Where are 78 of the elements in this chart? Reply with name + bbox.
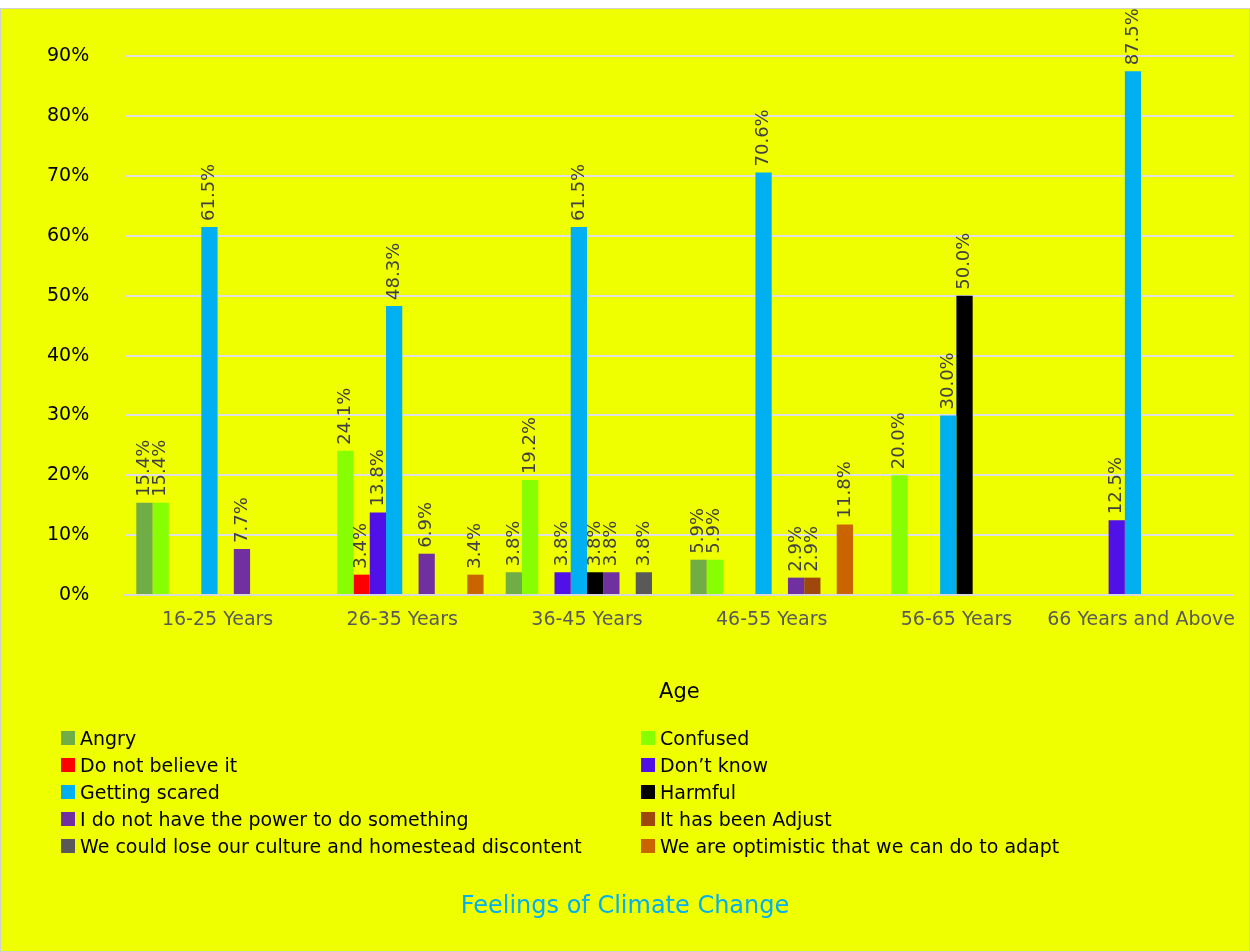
data-label: 61.5% xyxy=(197,163,219,221)
bar xyxy=(940,415,957,594)
data-label: 11.8% xyxy=(832,461,854,519)
data-label: 13.8% xyxy=(365,449,387,507)
bar xyxy=(467,574,484,594)
bar xyxy=(353,574,370,594)
data-label: 70.6% xyxy=(751,109,773,167)
x-tick-label: 46-55 Years xyxy=(716,607,828,630)
y-tick-label: 90% xyxy=(47,43,90,66)
y-tick-label: 70% xyxy=(47,163,90,186)
bar xyxy=(787,577,805,594)
bar xyxy=(369,512,387,594)
y-tick-label: 60% xyxy=(47,222,90,245)
legend-label: I do not have the power to do something xyxy=(80,808,469,830)
bar xyxy=(201,226,218,594)
legend-label: Harmful xyxy=(660,781,736,803)
bar xyxy=(586,572,604,594)
data-label: 3.4% xyxy=(349,522,371,569)
x-tick-label: 66 Years and Above xyxy=(1047,607,1236,630)
y-tick-label: 40% xyxy=(47,342,90,365)
data-label: 5.9% xyxy=(702,507,724,554)
bar xyxy=(554,572,571,594)
bar xyxy=(956,295,973,594)
bar xyxy=(136,502,153,594)
data-label: 87.5% xyxy=(1120,8,1142,66)
legend-label: We could lose our culture and homestead discontent xyxy=(80,835,582,857)
bar xyxy=(505,572,522,594)
legend-label: We are optimistic that we can do to adapt xyxy=(660,835,1060,857)
bar xyxy=(635,572,653,594)
x-tick-label: 26-35 Years xyxy=(346,607,458,630)
bar xyxy=(386,305,403,594)
bar xyxy=(570,226,587,594)
bar xyxy=(804,577,821,594)
bar xyxy=(521,480,539,594)
data-label: 7.7% xyxy=(229,497,251,543)
data-label: 15.4% xyxy=(148,439,170,497)
bar xyxy=(337,450,354,594)
bar xyxy=(755,172,772,594)
bar xyxy=(152,502,169,594)
data-label: 3.8% xyxy=(501,520,523,567)
bar xyxy=(706,559,723,594)
data-label: 19.2% xyxy=(517,416,539,475)
y-tick-label: 30% xyxy=(47,402,90,425)
data-label: 3.8% xyxy=(631,520,653,567)
legend-label: Confused xyxy=(660,727,750,749)
bar xyxy=(418,553,435,594)
bar xyxy=(1108,520,1125,594)
bar xyxy=(690,559,707,594)
y-tick-label: 10% xyxy=(47,522,90,545)
legend-label: It has been Adjust xyxy=(660,808,832,830)
x-tick-label: 16-25 Years xyxy=(161,607,274,630)
y-tick-label: 0% xyxy=(59,581,90,604)
y-tick-label: 50% xyxy=(47,282,90,305)
bar xyxy=(891,475,908,594)
y-tick-label: 20% xyxy=(47,462,90,485)
data-label: 12.5% xyxy=(1104,457,1126,515)
y-tick-label: 80% xyxy=(47,103,90,126)
bar xyxy=(233,548,251,594)
legend-label: Getting scared xyxy=(80,781,220,803)
data-label: 3.8% xyxy=(550,520,572,567)
legend-label: Don’t know xyxy=(660,754,769,776)
text: Feelings of Climate Change xyxy=(459,891,791,919)
legend-label: Angry xyxy=(80,727,137,749)
bar xyxy=(836,524,853,594)
data-label: 6.9% xyxy=(414,501,436,548)
data-label: 50.0% xyxy=(952,232,974,290)
data-label: 24.1% xyxy=(333,387,355,445)
data-label: 48.3% xyxy=(381,242,403,300)
x-tick-label: 36-45 Years xyxy=(531,607,643,630)
x-axis-title: Age xyxy=(659,678,700,703)
bar xyxy=(603,572,620,594)
data-label: 30.0% xyxy=(935,352,957,410)
data-label: 61.5% xyxy=(566,163,588,221)
bar xyxy=(1124,71,1142,594)
x-tick-label: 56-65 Years xyxy=(900,607,1013,630)
data-label: 20.0% xyxy=(887,412,909,470)
data-label: 3.4% xyxy=(463,522,485,569)
legend-label: Do not believe it xyxy=(80,754,238,776)
